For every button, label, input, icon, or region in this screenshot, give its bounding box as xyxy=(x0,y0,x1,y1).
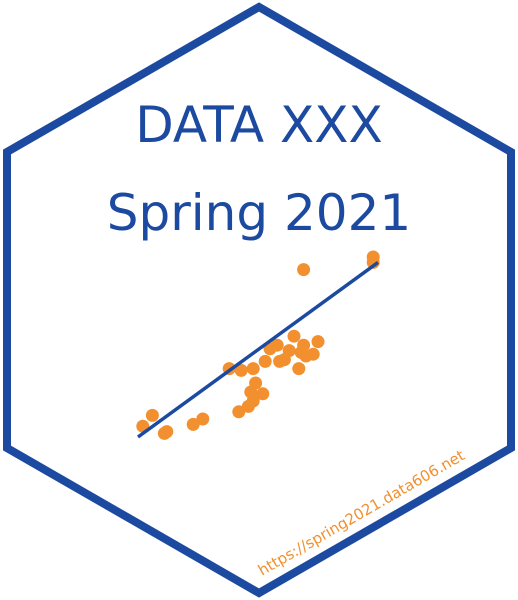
title-line-2: Spring 2021 xyxy=(107,184,412,242)
scatter-point xyxy=(186,417,200,431)
scatter-point xyxy=(196,412,210,426)
scatter-point xyxy=(297,263,311,277)
scatter-point xyxy=(292,362,306,376)
scatter-point xyxy=(297,338,311,352)
trend-line xyxy=(136,260,380,439)
scatter-point xyxy=(270,338,284,352)
scatter-point xyxy=(311,335,325,349)
scatter-point xyxy=(282,344,296,358)
scatter-plot xyxy=(136,250,380,440)
scatter-point xyxy=(256,387,270,401)
title-line-1: DATA XXX xyxy=(135,96,382,154)
scatter-point xyxy=(246,394,260,408)
scatter-point xyxy=(249,376,263,390)
scatter-point xyxy=(234,363,248,377)
scatter-point xyxy=(145,408,159,422)
scatter-point xyxy=(258,354,272,368)
scatter-point xyxy=(246,362,260,376)
scatter-point xyxy=(232,405,246,419)
scatter-point xyxy=(366,250,380,264)
hexagon-border xyxy=(3,2,515,598)
scatter-point xyxy=(306,347,320,361)
scatter-point xyxy=(160,425,174,439)
scatter-point xyxy=(287,329,301,343)
